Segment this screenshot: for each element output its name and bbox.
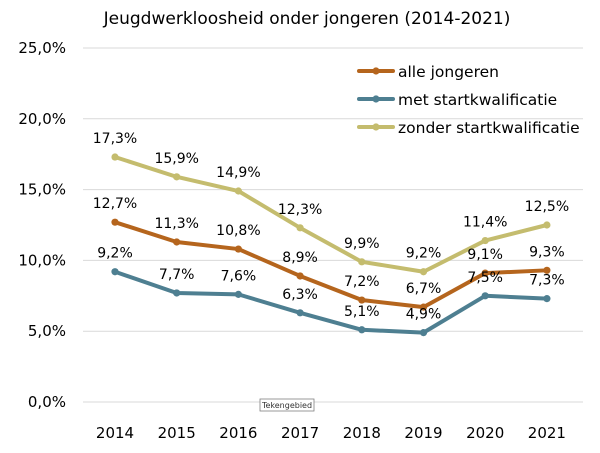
series-line-1 bbox=[113, 269, 549, 335]
legend: alle jongeren met startkwalificatie zonder… bbox=[357, 63, 580, 137]
data-point bbox=[419, 303, 428, 311]
data-point bbox=[543, 221, 551, 229]
data-label: 7,7% bbox=[159, 267, 195, 283]
y-tick-label: 15,0% bbox=[18, 181, 66, 199]
legend-label: alle jongeren bbox=[398, 63, 499, 81]
data-label: 10,8% bbox=[216, 223, 260, 239]
data-point bbox=[358, 258, 366, 266]
y-tick-label: 5,0% bbox=[28, 322, 66, 340]
x-tick-label: 2017 bbox=[281, 424, 319, 442]
data-label: 12,5% bbox=[525, 199, 569, 215]
data-point bbox=[111, 218, 119, 226]
data-point bbox=[296, 224, 304, 232]
data-point bbox=[481, 269, 489, 277]
data-label: 9,2% bbox=[406, 246, 442, 262]
data-point bbox=[419, 329, 428, 337]
data-point bbox=[234, 187, 242, 195]
data-label: 9,3% bbox=[529, 244, 565, 260]
data-point bbox=[111, 153, 119, 161]
data-point bbox=[296, 309, 304, 317]
x-tick-label: 2016 bbox=[219, 424, 257, 442]
data-point bbox=[296, 272, 304, 280]
data-point bbox=[173, 289, 181, 297]
data-label: 9,2% bbox=[97, 246, 133, 262]
legend-label: zonder startkwalificatie bbox=[398, 119, 580, 137]
y-axis: 0,0% 5,0% 10,0% 15,0% 20,0% 25,0% bbox=[18, 39, 66, 411]
data-label: 8,9% bbox=[282, 250, 318, 266]
x-tick-label: 2018 bbox=[343, 424, 381, 442]
data-label: 12,3% bbox=[278, 202, 322, 218]
data-label: 7,2% bbox=[344, 274, 380, 290]
x-tick-label: 2020 bbox=[466, 424, 504, 442]
x-tick-label: 2021 bbox=[528, 424, 566, 442]
data-point bbox=[173, 173, 181, 181]
chart-title: Jeugdwerkloosheid onder jongeren (2014-2… bbox=[103, 9, 511, 29]
data-label: 5,1% bbox=[344, 304, 380, 320]
data-point bbox=[234, 245, 242, 253]
y-tick-label: 0,0% bbox=[28, 393, 66, 411]
data-label: 12,7% bbox=[93, 196, 137, 212]
y-tick-label: 20,0% bbox=[18, 110, 66, 128]
series-line-2 bbox=[113, 155, 549, 274]
series-group bbox=[111, 153, 551, 337]
legend-marker bbox=[372, 67, 380, 75]
data-label: 14,9% bbox=[216, 165, 260, 181]
x-tick-label: 2019 bbox=[404, 424, 442, 442]
data-point bbox=[543, 266, 551, 274]
series-line-0 bbox=[113, 220, 549, 310]
data-label: 11,3% bbox=[154, 216, 198, 232]
y-tick-label: 10,0% bbox=[18, 251, 66, 269]
data-label: 7,6% bbox=[221, 268, 257, 284]
data-point bbox=[481, 292, 489, 300]
data-labels: 12,7% 11,3% 10,8% 8,9% 7,2% 6,7% 9,1% 9,3% 9,2% 7… bbox=[93, 131, 569, 323]
y-tick-label: 25,0% bbox=[18, 39, 66, 57]
data-point bbox=[419, 268, 428, 276]
data-point bbox=[173, 238, 181, 246]
data-point bbox=[358, 326, 366, 334]
data-label: 15,9% bbox=[154, 151, 198, 167]
legend-label: met startkwalificatie bbox=[398, 91, 557, 109]
data-label: 6,7% bbox=[406, 281, 442, 297]
data-label: 9,9% bbox=[344, 236, 380, 252]
x-axis: 2014 2015 2016 2017 2018 2019 2020 2021 bbox=[96, 424, 566, 442]
data-point bbox=[358, 296, 366, 304]
data-label: 7,5% bbox=[467, 270, 503, 286]
data-label: 11,4% bbox=[463, 215, 507, 231]
plot-area-tooltip: Tekengebied bbox=[259, 398, 315, 412]
tooltip-text: Tekengebied bbox=[261, 401, 312, 410]
x-tick-label: 2014 bbox=[96, 424, 134, 442]
x-tick-label: 2015 bbox=[158, 424, 196, 442]
legend-marker bbox=[372, 123, 380, 131]
data-label: 9,1% bbox=[467, 247, 503, 263]
legend-marker bbox=[372, 95, 380, 103]
data-point bbox=[111, 268, 119, 276]
data-label: 7,3% bbox=[529, 273, 565, 289]
data-point bbox=[481, 236, 489, 245]
data-point bbox=[234, 290, 242, 298]
data-label: 4,9% bbox=[406, 307, 442, 323]
data-label: 6,3% bbox=[282, 287, 318, 303]
data-point bbox=[543, 295, 551, 303]
data-label: 17,3% bbox=[93, 131, 137, 147]
gridlines bbox=[83, 47, 583, 403]
